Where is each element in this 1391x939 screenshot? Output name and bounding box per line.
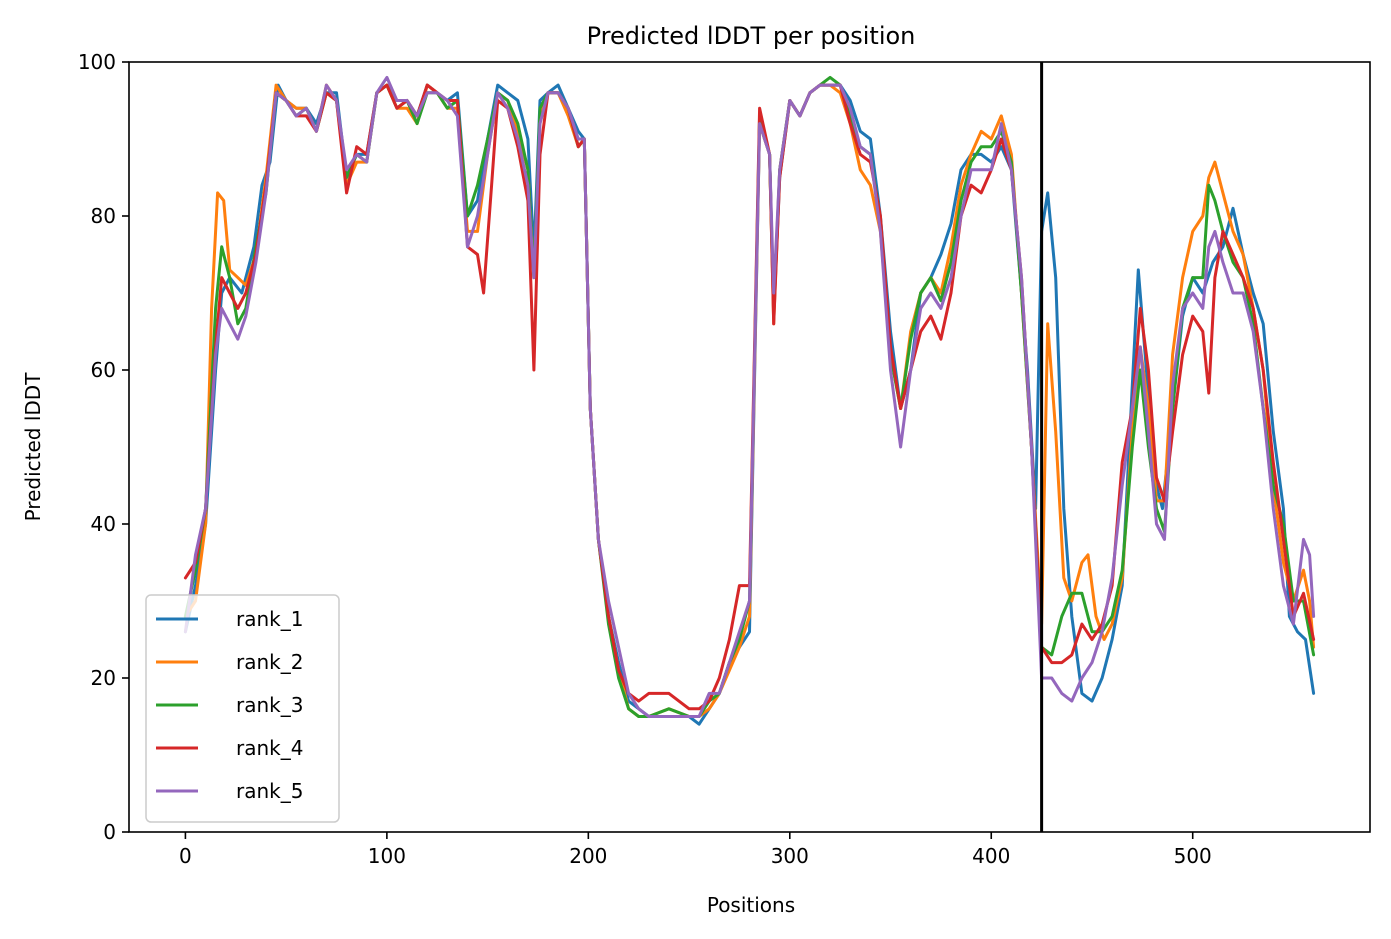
x-tick-label: 300: [771, 844, 809, 868]
legend-label: rank_1: [236, 607, 303, 631]
y-tick-label: 60: [91, 358, 116, 382]
legend-label: rank_3: [236, 693, 303, 717]
series-line-rank-5: [183, 75, 1316, 718]
x-tick-label: 0: [179, 844, 192, 868]
x-tick-label: 500: [1174, 844, 1212, 868]
y-tick-label: 0: [103, 820, 116, 844]
y-tick-label: 80: [91, 204, 116, 228]
legend-label: rank_4: [236, 736, 303, 760]
y-tick-label: 20: [91, 666, 116, 690]
legend-label: rank_5: [236, 779, 303, 803]
y-axis: 0 20 40 60 80 100: [78, 50, 129, 844]
y-tick-label: 40: [91, 512, 116, 536]
legend-box: [145, 594, 340, 823]
legend: rank_1 rank_2 rank_3 rank_4 rank_5: [145, 594, 340, 823]
chart-title: Predicted lDDT per position: [587, 22, 916, 50]
legend-label: rank_2: [236, 650, 303, 674]
x-tick-label: 200: [569, 844, 607, 868]
x-tick-label: 400: [972, 844, 1010, 868]
x-tick-label: 100: [368, 844, 406, 868]
y-axis-title: Predicted lDDT: [21, 372, 45, 522]
x-axis-title: Positions: [707, 893, 795, 917]
y-tick-label: 100: [78, 50, 116, 74]
x-axis: 0 100 200 300 400 500: [179, 832, 1212, 868]
plot-frame: [128, 61, 1371, 833]
series-layer: [183, 75, 1316, 726]
